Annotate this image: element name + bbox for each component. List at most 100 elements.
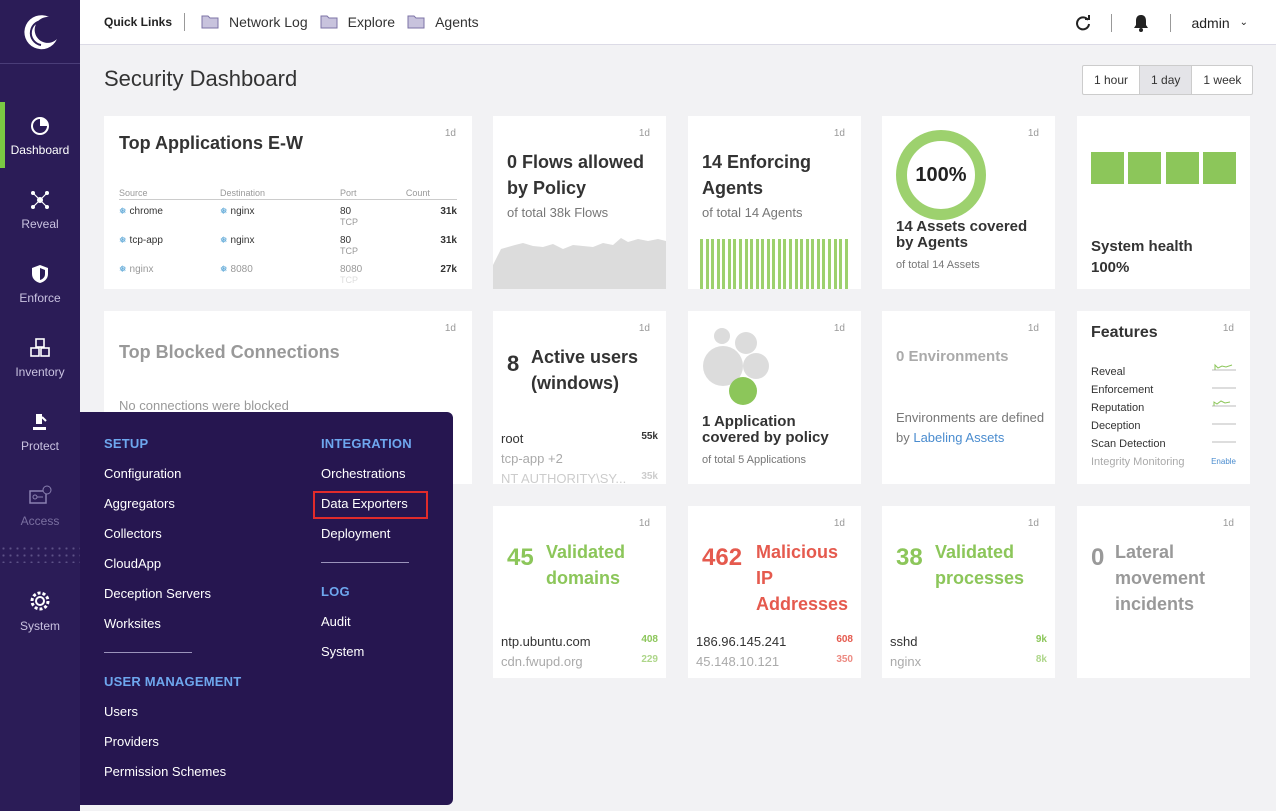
card-malicious-ips[interactable]: 1d 462 Malicious IP Addresses 186.96.145… bbox=[688, 506, 861, 678]
list-item[interactable]: 45.148.10.121 350 bbox=[696, 654, 853, 669]
card-environments[interactable]: 1d 0 Environments Environments are defin… bbox=[882, 311, 1055, 484]
menu-item-cloudapp[interactable]: CloudApp bbox=[104, 556, 162, 571]
count: 31k bbox=[440, 234, 457, 246]
range-1-week[interactable]: 1 week bbox=[1203, 73, 1242, 87]
user-name: NT AUTHORITY\SY... bbox=[501, 471, 627, 484]
card-active-users[interactable]: 1d 8 Active users (windows) root 55k tcp-… bbox=[493, 311, 666, 484]
period-label: 1d bbox=[1222, 323, 1234, 334]
list-item[interactable]: 186.96.145.241 608 bbox=[696, 634, 853, 649]
health-indicator bbox=[1203, 152, 1236, 184]
labeling-assets-link[interactable]: Labeling Assets bbox=[913, 430, 1005, 445]
card-application-policy[interactable]: 1d 1 Application covered by policy of to… bbox=[688, 311, 861, 484]
list-item[interactable]: tcp-app +2 bbox=[501, 451, 658, 466]
source-app: nginx bbox=[129, 263, 154, 275]
quick-link-network-log[interactable]: Network Log bbox=[201, 14, 308, 30]
card-title: 1 Application covered by policy bbox=[702, 413, 829, 446]
feature-label: Enforcement bbox=[1091, 384, 1154, 396]
empty-message: No connections were blocked bbox=[119, 398, 289, 413]
menu-item-collectors[interactable]: Collectors bbox=[104, 526, 162, 541]
period-label: 1d bbox=[1222, 518, 1234, 529]
list-item[interactable]: nginx 8k bbox=[890, 654, 1047, 669]
table-row[interactable]: ❅ nginx ❅ 8080 8080 TCP 27k bbox=[119, 258, 457, 287]
card-subtitle: of total 38k Flows bbox=[507, 205, 609, 220]
menu-item-data-exporters[interactable]: Data Exporters bbox=[321, 496, 408, 511]
feature-sparkline bbox=[1212, 400, 1236, 407]
coverage-ring: 100% bbox=[896, 130, 986, 220]
list-item[interactable]: sshd 9k bbox=[890, 634, 1047, 649]
nav-protect[interactable]: Protect bbox=[0, 400, 80, 464]
feature-sparkline bbox=[1212, 387, 1236, 389]
nav-access[interactable]: Access bbox=[0, 474, 80, 538]
range-1-day[interactable]: 1 day bbox=[1140, 66, 1193, 94]
system-settings-menu: SETUP Configuration Aggregators Collecto… bbox=[80, 412, 453, 805]
agents-bar-chart bbox=[700, 239, 848, 289]
range-1-hour[interactable]: 1 hour bbox=[1083, 66, 1141, 94]
bell-icon[interactable] bbox=[1132, 14, 1150, 32]
menu-item-permission-schemes[interactable]: Permission Schemes bbox=[104, 764, 227, 779]
feature-sparkline bbox=[1212, 423, 1236, 425]
list-item[interactable]: NT AUTHORITY\SY... 35k bbox=[501, 471, 658, 484]
divider bbox=[1111, 13, 1113, 32]
port: 8080 bbox=[339, 263, 363, 275]
refresh-icon[interactable] bbox=[1075, 14, 1091, 31]
nav-system[interactable]: System bbox=[0, 579, 80, 643]
nav-inventory[interactable]: Inventory bbox=[0, 326, 80, 390]
list-item[interactable]: ntp.ubuntu.com 408 bbox=[501, 634, 658, 649]
app-icon: ❅ bbox=[219, 206, 228, 216]
shield-icon bbox=[32, 264, 48, 283]
domain-name: cdn.fwupd.org bbox=[501, 654, 583, 669]
nav-dashboard[interactable]: Dashboard bbox=[0, 102, 80, 168]
stat-number: 0 bbox=[1091, 544, 1105, 571]
card-lateral-movement[interactable]: 1d 0 Lateral movement incidents bbox=[1077, 506, 1250, 678]
card-enforcing-agents[interactable]: 1d 14 Enforcing Agents of total 14 Agent… bbox=[688, 116, 861, 289]
quick-link-agents[interactable]: Agents bbox=[407, 14, 479, 30]
ip-count: 350 bbox=[836, 654, 853, 665]
card-title: Top Blocked Connections bbox=[119, 342, 340, 362]
coverage-percent: 100% bbox=[915, 163, 967, 186]
period-label: 1d bbox=[444, 128, 456, 139]
folder-icon bbox=[201, 15, 219, 29]
logo[interactable] bbox=[0, 0, 80, 64]
period-label: 1d bbox=[833, 323, 845, 334]
enable-link[interactable]: Enable bbox=[1211, 457, 1236, 466]
menu-item-deception-servers[interactable]: Deception Servers bbox=[104, 586, 211, 601]
quick-link-explore[interactable]: Explore bbox=[320, 14, 395, 30]
nav-reveal[interactable]: Reveal bbox=[0, 178, 80, 242]
ip-address: 45.148.10.121 bbox=[696, 654, 780, 669]
list-item[interactable]: root 55k bbox=[501, 431, 658, 446]
column-header: Count bbox=[397, 188, 457, 200]
protocol: TCP bbox=[339, 274, 358, 285]
menu-item-audit[interactable]: Audit bbox=[321, 614, 351, 629]
card-system-health[interactable]: System health 100% bbox=[1077, 116, 1250, 289]
card-top-applications[interactable]: 1d Top Applications E-W Source Destinati… bbox=[104, 116, 472, 289]
card-validated-processes[interactable]: 1d 38 Validated processes sshd 9k nginx 8k bbox=[882, 506, 1055, 678]
menu-item-orchestrations[interactable]: Orchestrations bbox=[321, 466, 406, 481]
count: 31k bbox=[440, 206, 457, 217]
stat-number: 8 bbox=[507, 351, 520, 376]
feature-row: Reputation bbox=[1091, 399, 1236, 417]
menu-item-worksites[interactable]: Worksites bbox=[104, 616, 161, 631]
nav-label: Reveal bbox=[21, 216, 59, 231]
card-flows-allowed[interactable]: 1d 0 Flows allowed by Policy of total 38… bbox=[493, 116, 666, 289]
card-assets-covered[interactable]: 1d 100% 14 Assets covered by Agents of t… bbox=[882, 116, 1055, 289]
feature-label: Reputation bbox=[1091, 402, 1145, 414]
nav-enforce[interactable]: Enforce bbox=[0, 252, 80, 316]
protocol: TCP bbox=[339, 217, 358, 227]
table-row[interactable]: ❅ chrome ❅ nginx 80 TCP 31k bbox=[119, 200, 457, 229]
user-menu[interactable]: admin ⌄ bbox=[1191, 15, 1248, 31]
menu-item-providers[interactable]: Providers bbox=[104, 734, 159, 749]
app-icon: ❅ bbox=[119, 263, 127, 274]
card-validated-domains[interactable]: 1d 45 Validated domains ntp.ubuntu.com 40… bbox=[493, 506, 666, 678]
card-title: System health 100% bbox=[1091, 238, 1193, 276]
menu-item-configuration[interactable]: Configuration bbox=[104, 466, 182, 481]
menu-item-users[interactable]: Users bbox=[104, 704, 138, 719]
menu-item-system-log[interactable]: System bbox=[321, 644, 365, 659]
menu-item-deployment[interactable]: Deployment bbox=[321, 526, 391, 541]
list-item[interactable]: cdn.fwupd.org 229 bbox=[501, 654, 658, 669]
network-icon bbox=[31, 190, 49, 209]
table-row[interactable]: ❅ tcp-app ❅ nginx 80 TCP 31k bbox=[119, 229, 457, 258]
app-icon: ❅ bbox=[219, 234, 228, 245]
menu-item-aggregators[interactable]: Aggregators bbox=[104, 496, 175, 511]
card-features[interactable]: 1d Features Reveal Enforcement Reputatio… bbox=[1077, 311, 1250, 484]
sidebar: Dashboard Reveal Enforce Inventory Prote… bbox=[0, 0, 80, 811]
